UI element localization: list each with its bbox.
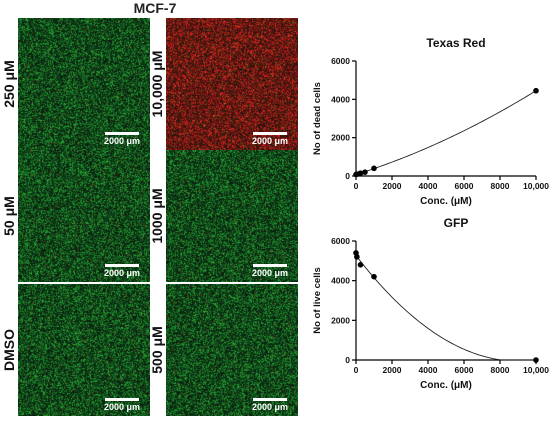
micrograph-dmso-image — [18, 284, 150, 416]
data-point — [371, 165, 377, 172]
scale-bar-label: 2000 μm — [103, 136, 141, 146]
x-tick-label: 2000 — [383, 181, 402, 191]
x-tick-label: 10,000 — [523, 365, 549, 375]
x-tick-label: 6000 — [455, 365, 474, 375]
y-tick-label: 6000 — [331, 236, 350, 246]
fit-curve — [355, 90, 537, 175]
y-tick-label: 6000 — [331, 56, 350, 66]
y-tick-label: 0 — [345, 355, 350, 365]
chart-gfp: GFP 0 2000 4000 6000 8000 10,000 0 2000 4000 6000 C… — [312, 216, 549, 391]
figure-title: MCF-7 — [133, 0, 177, 16]
data-point — [533, 357, 539, 363]
micrograph-50-image — [18, 150, 150, 282]
scale-bar: 2000 μm — [102, 132, 142, 146]
chart-texas-red: Texas Red 0 2000 4000 6000 8000 10,000 0 2000 400… — [312, 36, 549, 207]
micrograph-250-image — [18, 18, 150, 150]
scale-bar: 2000 μm — [102, 398, 142, 412]
micrograph-500: 2000 μm — [166, 284, 298, 416]
micrograph-dmso: 2000 μm — [18, 284, 150, 416]
x-tick-label: 8000 — [491, 181, 510, 191]
micrograph-250: 2000 μm — [18, 18, 150, 150]
data-point — [357, 262, 364, 268]
y-axis-label: No of live cells — [312, 267, 323, 334]
scale-bar-label: 2000 μm — [251, 402, 289, 412]
x-tick-label: 10,000 — [523, 181, 549, 191]
fit-curve — [355, 255, 537, 361]
scale-bar-label: 2000 μm — [103, 268, 141, 278]
x-tick-label: 6000 — [455, 181, 474, 191]
data-point — [357, 170, 364, 176]
scale-bar: 2000 μm — [250, 132, 290, 146]
scale-bar: 2000 μm — [102, 264, 142, 278]
micrograph-10000-image — [166, 18, 298, 150]
scale-bar: 2000 μm — [250, 264, 290, 278]
y-tick-label: 2000 — [331, 315, 350, 325]
data-point — [362, 169, 368, 175]
x-tick-label: 0 — [354, 365, 359, 375]
chart-title: Texas Red — [426, 36, 485, 50]
data-point — [371, 273, 377, 280]
x-tick-label: 4000 — [419, 365, 438, 375]
y-tick-label: 4000 — [331, 276, 350, 286]
micrograph-1000: 2000 μm — [166, 150, 298, 282]
micrograph-1000-image — [166, 150, 298, 282]
x-tick-label: 8000 — [491, 365, 510, 375]
y-tick-label: 2000 — [331, 133, 350, 143]
scale-bar-label: 2000 μm — [251, 136, 289, 146]
micrograph-50: 2000 μm — [18, 150, 150, 282]
micrograph-10000: 2000 μm — [166, 18, 298, 150]
y-tick-label: 0 — [345, 171, 350, 181]
scale-bar-label: 2000 μm — [103, 402, 141, 412]
x-tick-label: 4000 — [419, 181, 438, 191]
micrograph-500-image — [166, 284, 298, 416]
x-axis-label: Conc. (μM) — [420, 380, 472, 391]
scale-bar: 2000 μm — [250, 398, 290, 412]
data-point — [354, 254, 360, 260]
x-axis-label: Conc. (μM) — [420, 196, 472, 207]
y-tick-label: 4000 — [331, 94, 350, 104]
y-axis-label: No of dead cells — [312, 82, 323, 155]
scale-bar-label: 2000 μm — [251, 268, 289, 278]
x-tick-label: 2000 — [383, 365, 402, 375]
chart-title: GFP — [444, 216, 469, 230]
data-point — [533, 87, 539, 94]
x-tick-label: 0 — [354, 181, 359, 191]
